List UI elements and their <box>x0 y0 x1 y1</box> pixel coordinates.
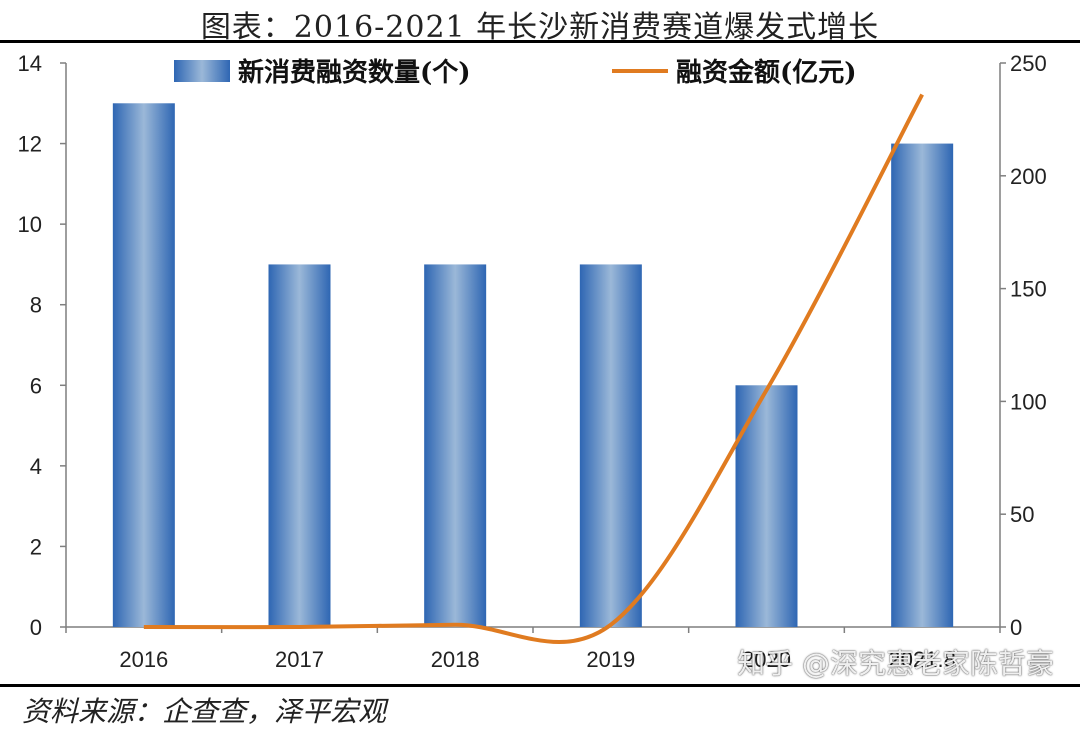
y-right-tick-label: 150 <box>1010 277 1047 302</box>
legend-label-bar: 新消费融资数量(个) <box>238 57 471 88</box>
bar-series <box>112 103 954 628</box>
x-tick-label: 2018 <box>431 647 480 672</box>
x-tick-label: 2019 <box>586 647 635 672</box>
watermark: 知乎 @深究惠老家陈哲豪 <box>737 647 1054 680</box>
tick-labels: 0 2 4 6 8 10 12 14 0 50 100 150 200 250 2016 2017 2018 20… <box>18 51 1047 672</box>
bar <box>112 103 175 628</box>
top-rule <box>0 40 1080 43</box>
axes <box>60 62 1006 633</box>
y-left-tick-label: 8 <box>30 293 42 318</box>
bar <box>735 385 798 627</box>
x-tick-label: 2016 <box>119 647 168 672</box>
x-tick-label: 2017 <box>275 647 324 672</box>
legend: 新消费融资数量(个) 融资金额(亿元) <box>174 57 857 88</box>
y-left-tick-label: 14 <box>18 51 42 76</box>
combo-chart: 0 2 4 6 8 10 12 14 0 50 100 150 200 250 2016 2017 2018 20… <box>18 51 1047 672</box>
y-right-tick-label: 50 <box>1010 502 1034 527</box>
chart-title: 图表：2016-2021 年长沙新消费赛道爆发式增长 <box>200 10 880 45</box>
x-tick-label: 2020 <box>742 647 791 672</box>
bar <box>579 264 642 627</box>
line-series-path <box>143 93 924 644</box>
y-right-tick-label: 250 <box>1010 51 1047 76</box>
bar <box>891 143 954 628</box>
line-series <box>143 93 924 644</box>
y-left-tick-label: 6 <box>30 373 42 398</box>
y-right-tick-label: 0 <box>1010 615 1022 640</box>
y-right-tick-label: 100 <box>1010 389 1047 414</box>
y-left-tick-label: 2 <box>30 534 42 559</box>
bar <box>424 264 487 627</box>
bar <box>268 264 331 627</box>
y-left-tick-label: 10 <box>18 212 42 237</box>
y-left-tick-label: 4 <box>30 454 42 479</box>
x-tick-label: 2021.8 <box>889 647 956 672</box>
legend-label-line: 融资金额(亿元) <box>676 57 857 88</box>
y-right-tick-label: 200 <box>1010 164 1047 189</box>
legend-swatch-bar <box>174 60 230 82</box>
bottom-rule <box>0 684 1080 687</box>
source-note: 资料来源：企查查，泽平宏观 <box>22 695 387 728</box>
y-left-tick-label: 12 <box>18 132 42 157</box>
y-left-tick-label: 0 <box>30 615 42 640</box>
